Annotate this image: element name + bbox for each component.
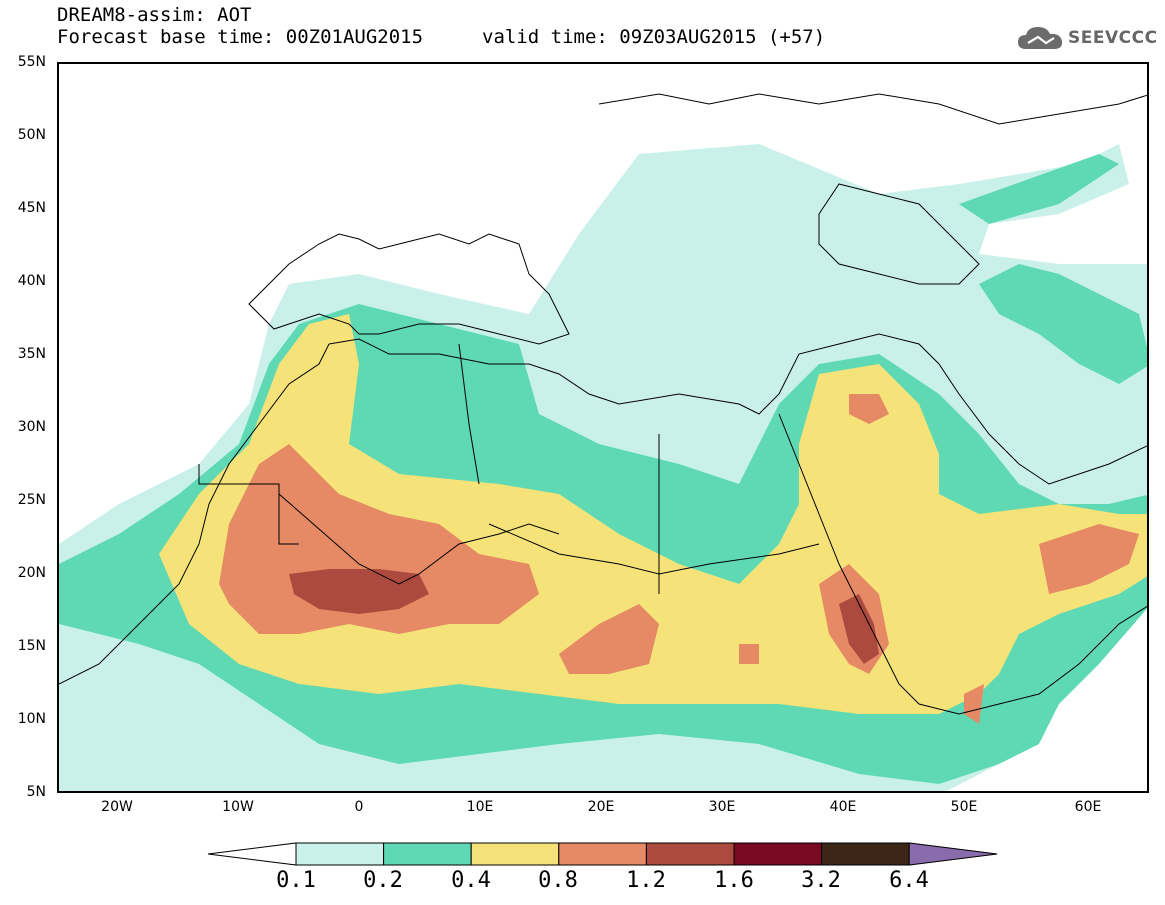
lon-label-10w: 10W [222,799,254,815]
lon-label-60e: 60E [1074,799,1102,815]
lat-label-20n: 20N [17,565,46,581]
lat-label-40n: 40N [17,273,46,289]
lat-label-35n: 35N [17,346,46,362]
coastlines [59,93,1147,715]
lon-label-20w: 20W [101,799,133,815]
colorbar-arrow-low [207,842,297,866]
colorbar-box-6 [733,842,823,866]
colorbar-label-3-2: 3.2 [801,868,841,893]
lat-label-45n: 45N [17,200,46,216]
lat-label-15n: 15N [17,638,46,654]
lon-label-40e: 40E [829,799,857,815]
colorbar-label-0-4: 0.4 [451,868,491,893]
colorbar-box-1 [295,842,385,866]
lat-label-50n: 50N [17,127,46,143]
lat-label-5n: 5N [26,784,46,800]
colorbar-label-0-1: 0.1 [276,868,316,893]
lat-label-10n: 10N [17,711,46,727]
colorbar-box-3 [470,842,560,866]
lat-label-25n: 25N [17,492,46,508]
valid-time: valid time: 09Z03AUG2015 (+57) [482,26,826,48]
cloud-icon [1018,27,1063,49]
colorbar-label-0-2: 0.2 [363,868,403,893]
model-title: DREAM8-assim: AOT [57,4,252,26]
colorbar-label-1-6: 1.6 [714,868,754,893]
lat-label-30n: 30N [17,419,46,435]
lon-label-30e: 30E [708,799,736,815]
colorbar-box-7 [821,842,910,866]
aot-map [57,62,1149,793]
colorbar-box-5 [645,842,735,866]
colorbar-label-6-4: 6.4 [889,868,929,893]
colorbar-arrow-high [908,842,998,866]
colorbar-label-1-2: 1.2 [626,868,666,893]
colorbar-box-4 [558,842,647,866]
lon-label-10e: 10E [466,799,494,815]
logo-text: SEEVCCC [1068,28,1158,48]
lon-label-20e: 20E [587,799,615,815]
lon-label-0: 0 [354,799,364,815]
aot-field [59,93,1147,791]
colorbar-box-2 [383,842,472,866]
aot-level-1-2 [289,569,879,664]
lat-label-55n: 55N [17,54,46,70]
seevccc-logo: SEEVCCC [1016,22,1158,54]
colorbar-label-0-8: 0.8 [538,868,578,893]
lon-label-50e: 50E [950,799,978,815]
forecast-base-time: Forecast base time: 00Z01AUG2015 [57,26,424,48]
